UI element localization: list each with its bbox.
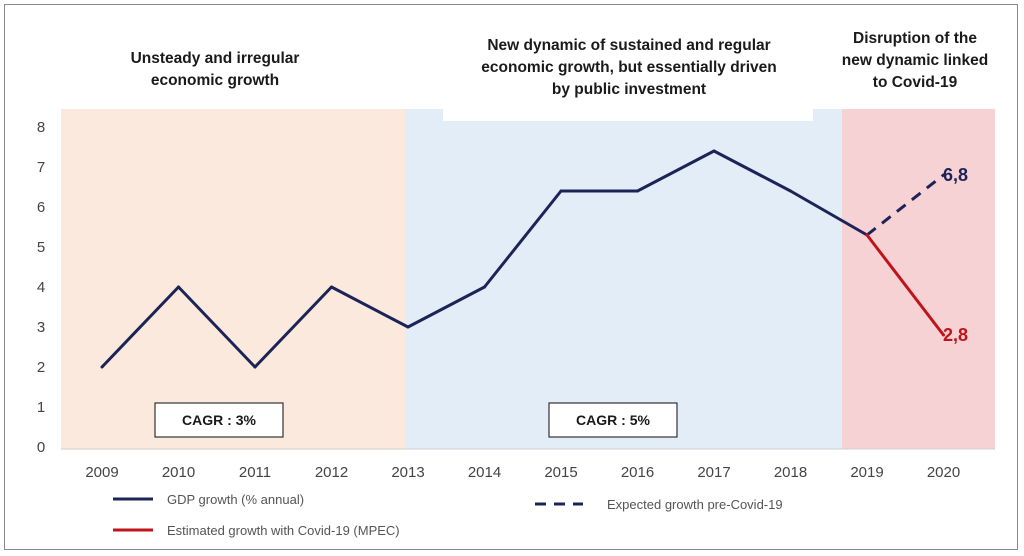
period-annotation-line: Disruption of the	[853, 30, 977, 47]
y-tick-label: 5	[37, 239, 45, 256]
period-annotation-line: New dynamic of sustained and regular	[487, 37, 770, 54]
series-line-2	[866, 173, 945, 237]
period-band-1	[61, 109, 405, 449]
x-tick-label: 2013	[391, 464, 424, 481]
x-tick-label: 2018	[774, 464, 807, 481]
series-point	[406, 325, 410, 329]
y-tick-label: 7	[37, 159, 45, 176]
gdp-growth-chart: Unsteady and irregular economic growth New…	[37, 19, 995, 538]
series-point	[942, 333, 945, 337]
y-tick-label: 4	[37, 279, 45, 296]
period-annotation-line: Unsteady and irregular	[131, 50, 300, 67]
y-tick-label: 3	[37, 319, 45, 336]
x-tick-label: 2009	[85, 464, 118, 481]
y-tick-label: 6	[37, 199, 45, 216]
y-tick-label: 1	[37, 399, 45, 416]
y-tick-label: 2	[37, 359, 45, 376]
series-point	[177, 285, 180, 289]
x-tick-label: 2012	[315, 464, 348, 481]
chart-frame: Unsteady and irregular economic growth New…	[4, 4, 1018, 550]
x-tick-label: 2020	[927, 464, 960, 481]
series-point	[789, 189, 792, 193]
series-point	[559, 189, 563, 193]
x-tick-label: 2014	[468, 464, 501, 481]
x-tick-label: 2016	[621, 464, 654, 481]
x-tick-label: 2015	[544, 464, 577, 481]
series-point	[483, 285, 486, 289]
series-point	[253, 365, 257, 369]
cagr-label: CAGR : 5%	[576, 412, 650, 428]
y-tick-label: 0	[37, 439, 45, 456]
y-tick-label: 8	[37, 119, 45, 136]
legend-label-expected: Expected growth pre-Covid-19	[607, 497, 783, 512]
series-point	[942, 173, 945, 177]
series-point	[330, 285, 333, 289]
period-annotation-line: to Covid-19	[873, 74, 958, 91]
expected-2020-label: 6,8	[943, 165, 968, 185]
legend-label-gdp: GDP growth (% annual)	[167, 492, 304, 507]
series-point	[712, 149, 716, 153]
x-tick-label: 2019	[850, 464, 883, 481]
series-point	[100, 365, 104, 369]
x-tick-label: 2017	[697, 464, 730, 481]
cagr-box	[154, 402, 284, 438]
period-band-3	[842, 109, 995, 449]
period-annotation-line: new dynamic linked	[842, 52, 988, 69]
period-annotation-line: by public investment	[552, 81, 706, 98]
period-annotation-line: economic growth	[151, 72, 279, 89]
cagr-box	[548, 402, 678, 438]
cagr-label: CAGR : 3%	[182, 412, 256, 428]
x-tick-label: 2010	[162, 464, 195, 481]
series-point	[865, 233, 869, 237]
period-annotation-line: economic growth, but essentially driven	[481, 59, 776, 76]
period-band-2	[405, 109, 842, 449]
x-tick-label: 2011	[239, 464, 271, 481]
series-point	[636, 189, 639, 193]
annotation-backdrop	[443, 19, 813, 121]
legend-label-estimated: Estimated growth with Covid-19 (MPEC)	[167, 523, 400, 538]
series-line-3	[865, 234, 945, 336]
estimated-2020-label: 2,8	[943, 325, 968, 345]
